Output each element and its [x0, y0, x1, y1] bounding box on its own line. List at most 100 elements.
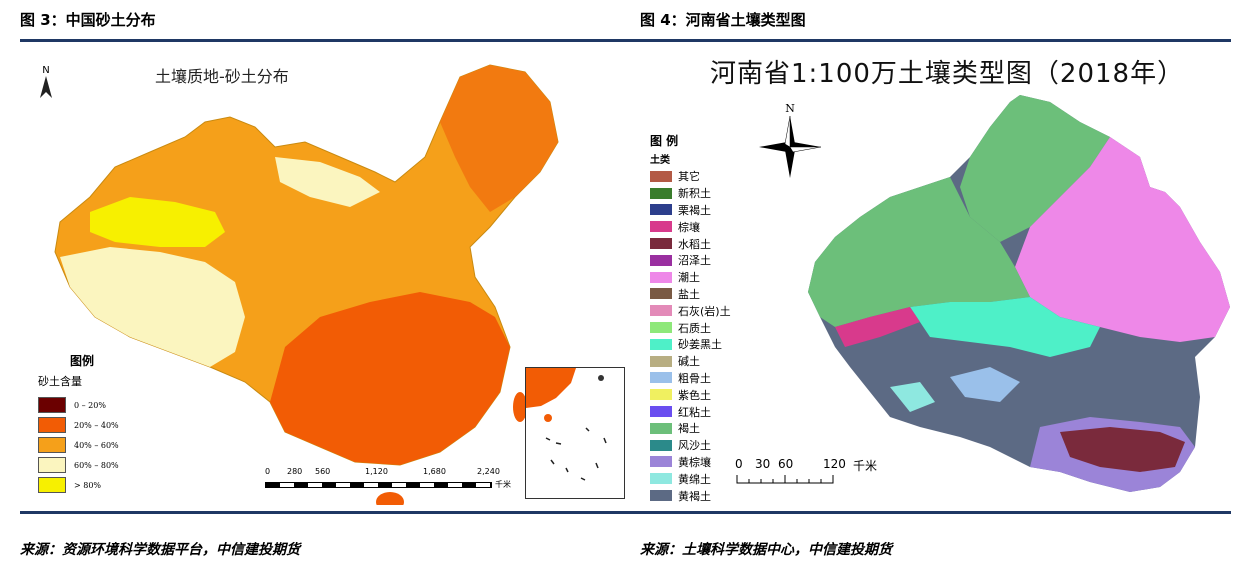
- legend-label: 潮土: [678, 271, 700, 285]
- legend-title: 图 例: [650, 134, 679, 148]
- legend-item: 黄棕壤: [650, 454, 731, 471]
- figure-4-source: 来源：土壤科学数据中心，中信建投期货: [640, 542, 892, 558]
- scale-tick: 30: [755, 457, 771, 471]
- legend-swatch: [650, 372, 672, 384]
- legend-label: 石灰(岩)土: [678, 304, 731, 318]
- henan-soil-map-panel: 河南省1:100万土壤类型图（2018年） 图 例 土类 其它新积土栗褐土棕壤水…: [620, 47, 1235, 505]
- scale-unit: 千米: [853, 459, 878, 473]
- legend-label: 沼泽土: [678, 254, 711, 268]
- scale-bar-graphic: [265, 481, 492, 488]
- scale-tick: 0: [265, 467, 271, 476]
- right-scale-bar: 0 30 60 120 千米: [735, 457, 905, 490]
- legend-item: 40% – 60%: [38, 435, 119, 455]
- legend-label: > 80%: [74, 480, 102, 490]
- legend-item: 石灰(岩)土: [650, 302, 731, 319]
- legend-item: 碱土: [650, 353, 731, 370]
- legend-swatch: [650, 221, 672, 233]
- legend-item: 栗褐土: [650, 202, 731, 219]
- legend-swatch: [38, 437, 66, 453]
- henan-map-graphic: [808, 95, 1230, 492]
- legend-label: 水稻土: [678, 237, 711, 251]
- legend-subtitle: 土类: [650, 155, 670, 166]
- legend-swatch: [38, 417, 66, 433]
- legend-label: 0 – 20%: [74, 400, 106, 410]
- legend-swatch: [650, 322, 672, 334]
- legend-label: 黄绵土: [678, 472, 711, 486]
- legend-swatch: [650, 271, 672, 283]
- legend-label: 石质土: [678, 321, 711, 335]
- legend-label: 碱土: [678, 355, 700, 369]
- legend-item: 风沙土: [650, 437, 731, 454]
- legend-item: 其它: [650, 168, 731, 185]
- legend-swatch: [650, 288, 672, 300]
- legend-swatch: [650, 406, 672, 418]
- right-map-title: 河南省1:100万土壤类型图（2018年）: [710, 59, 1185, 89]
- legend-swatch: [38, 457, 66, 473]
- legend-swatch: [650, 254, 672, 266]
- scale-tick: 280: [287, 467, 303, 476]
- bottom-divider: [20, 511, 1231, 514]
- legend-label: 60% – 80%: [74, 460, 119, 470]
- legend-swatch: [650, 170, 672, 182]
- legend-item: 新积土: [650, 185, 731, 202]
- compass-rose-icon: N: [759, 102, 822, 178]
- legend-label: 40% – 60%: [74, 440, 119, 450]
- legend-swatch: [650, 187, 672, 199]
- legend-item: 20% – 40%: [38, 415, 119, 435]
- north-label: N: [785, 102, 795, 115]
- legend-label: 黄棕壤: [678, 455, 711, 469]
- legend-label: 棕壤: [678, 220, 700, 234]
- left-map-title: 土壤质地-砂土分布: [155, 67, 289, 86]
- legend-label: 新积土: [678, 187, 711, 201]
- legend-item: 棕壤: [650, 218, 731, 235]
- legend-item: 褐土: [650, 420, 731, 437]
- legend-label: 红粘土: [678, 405, 711, 419]
- scale-unit: 千米: [495, 480, 511, 489]
- legend-swatch: [650, 439, 672, 451]
- legend-swatch: [650, 422, 672, 434]
- legend-label: 粗骨土: [678, 371, 711, 385]
- legend-item: 水稻土: [650, 235, 731, 252]
- figure-3-title: 图 3：中国砂土分布: [20, 11, 156, 29]
- legend-item: 紫色土: [650, 386, 731, 403]
- legend-item: 红粘土: [650, 403, 731, 420]
- legend-label: 黄褐土: [678, 489, 711, 503]
- legend-swatch: [650, 204, 672, 216]
- legend-label: 盐土: [678, 287, 700, 301]
- north-arrow-icon: [40, 76, 52, 98]
- legend-swatch: [650, 305, 672, 317]
- legend-label: 褐土: [678, 422, 700, 436]
- legend-item: 黄褐土: [650, 487, 731, 504]
- legend-label: 砂姜黑土: [678, 338, 722, 352]
- legend-item: 石质土: [650, 319, 731, 336]
- legend-swatch: [38, 397, 66, 413]
- legend-label: 风沙土: [678, 439, 711, 453]
- scale-tick: 1,680: [423, 467, 446, 476]
- legend-swatch: [38, 477, 66, 493]
- legend-label: 20% – 40%: [74, 420, 119, 430]
- figure-3-source: 来源：资源环境科学数据平台，中信建投期货: [20, 542, 300, 558]
- legend-item: 沼泽土: [650, 252, 731, 269]
- left-scale-bar: 0 280 560 1,120 1,680 2,240 千米: [265, 467, 511, 490]
- legend-swatch: [650, 355, 672, 367]
- legend-item: 0 – 20%: [38, 395, 119, 415]
- china-sand-map-panel: 土壤质地-砂土分布 N 图例 砂土含量 0 – 20% 20% – 40% 40…: [20, 47, 630, 505]
- north-arrow: N: [38, 65, 54, 101]
- legend-swatch: [650, 389, 672, 401]
- inset-map-graphic: [526, 368, 607, 481]
- legend-item: 60% – 80%: [38, 455, 119, 475]
- legend-item: 潮土: [650, 269, 731, 286]
- top-divider: [20, 39, 1231, 42]
- china-map-graphic: [54, 64, 559, 505]
- scale-tick: 60: [778, 457, 794, 471]
- right-legend: 图 例 土类 其它新积土栗褐土棕壤水稻土沼泽土潮土盐土石灰(岩)土 石质土砂姜黑土…: [650, 132, 731, 504]
- legend-label: 紫色土: [678, 388, 711, 402]
- legend-label: 栗褐土: [678, 203, 711, 217]
- legend-swatch: [650, 456, 672, 468]
- legend-item: 盐土: [650, 286, 731, 303]
- legend-title: 图例: [70, 354, 95, 368]
- scale-tick: 560: [315, 467, 331, 476]
- legend-items: 其它新积土栗褐土棕壤水稻土沼泽土潮土盐土石灰(岩)土 石质土砂姜黑土碱土粗骨土紫色…: [650, 168, 731, 504]
- legend-item: > 80%: [38, 475, 119, 495]
- scale-bar-graphic: [736, 475, 834, 484]
